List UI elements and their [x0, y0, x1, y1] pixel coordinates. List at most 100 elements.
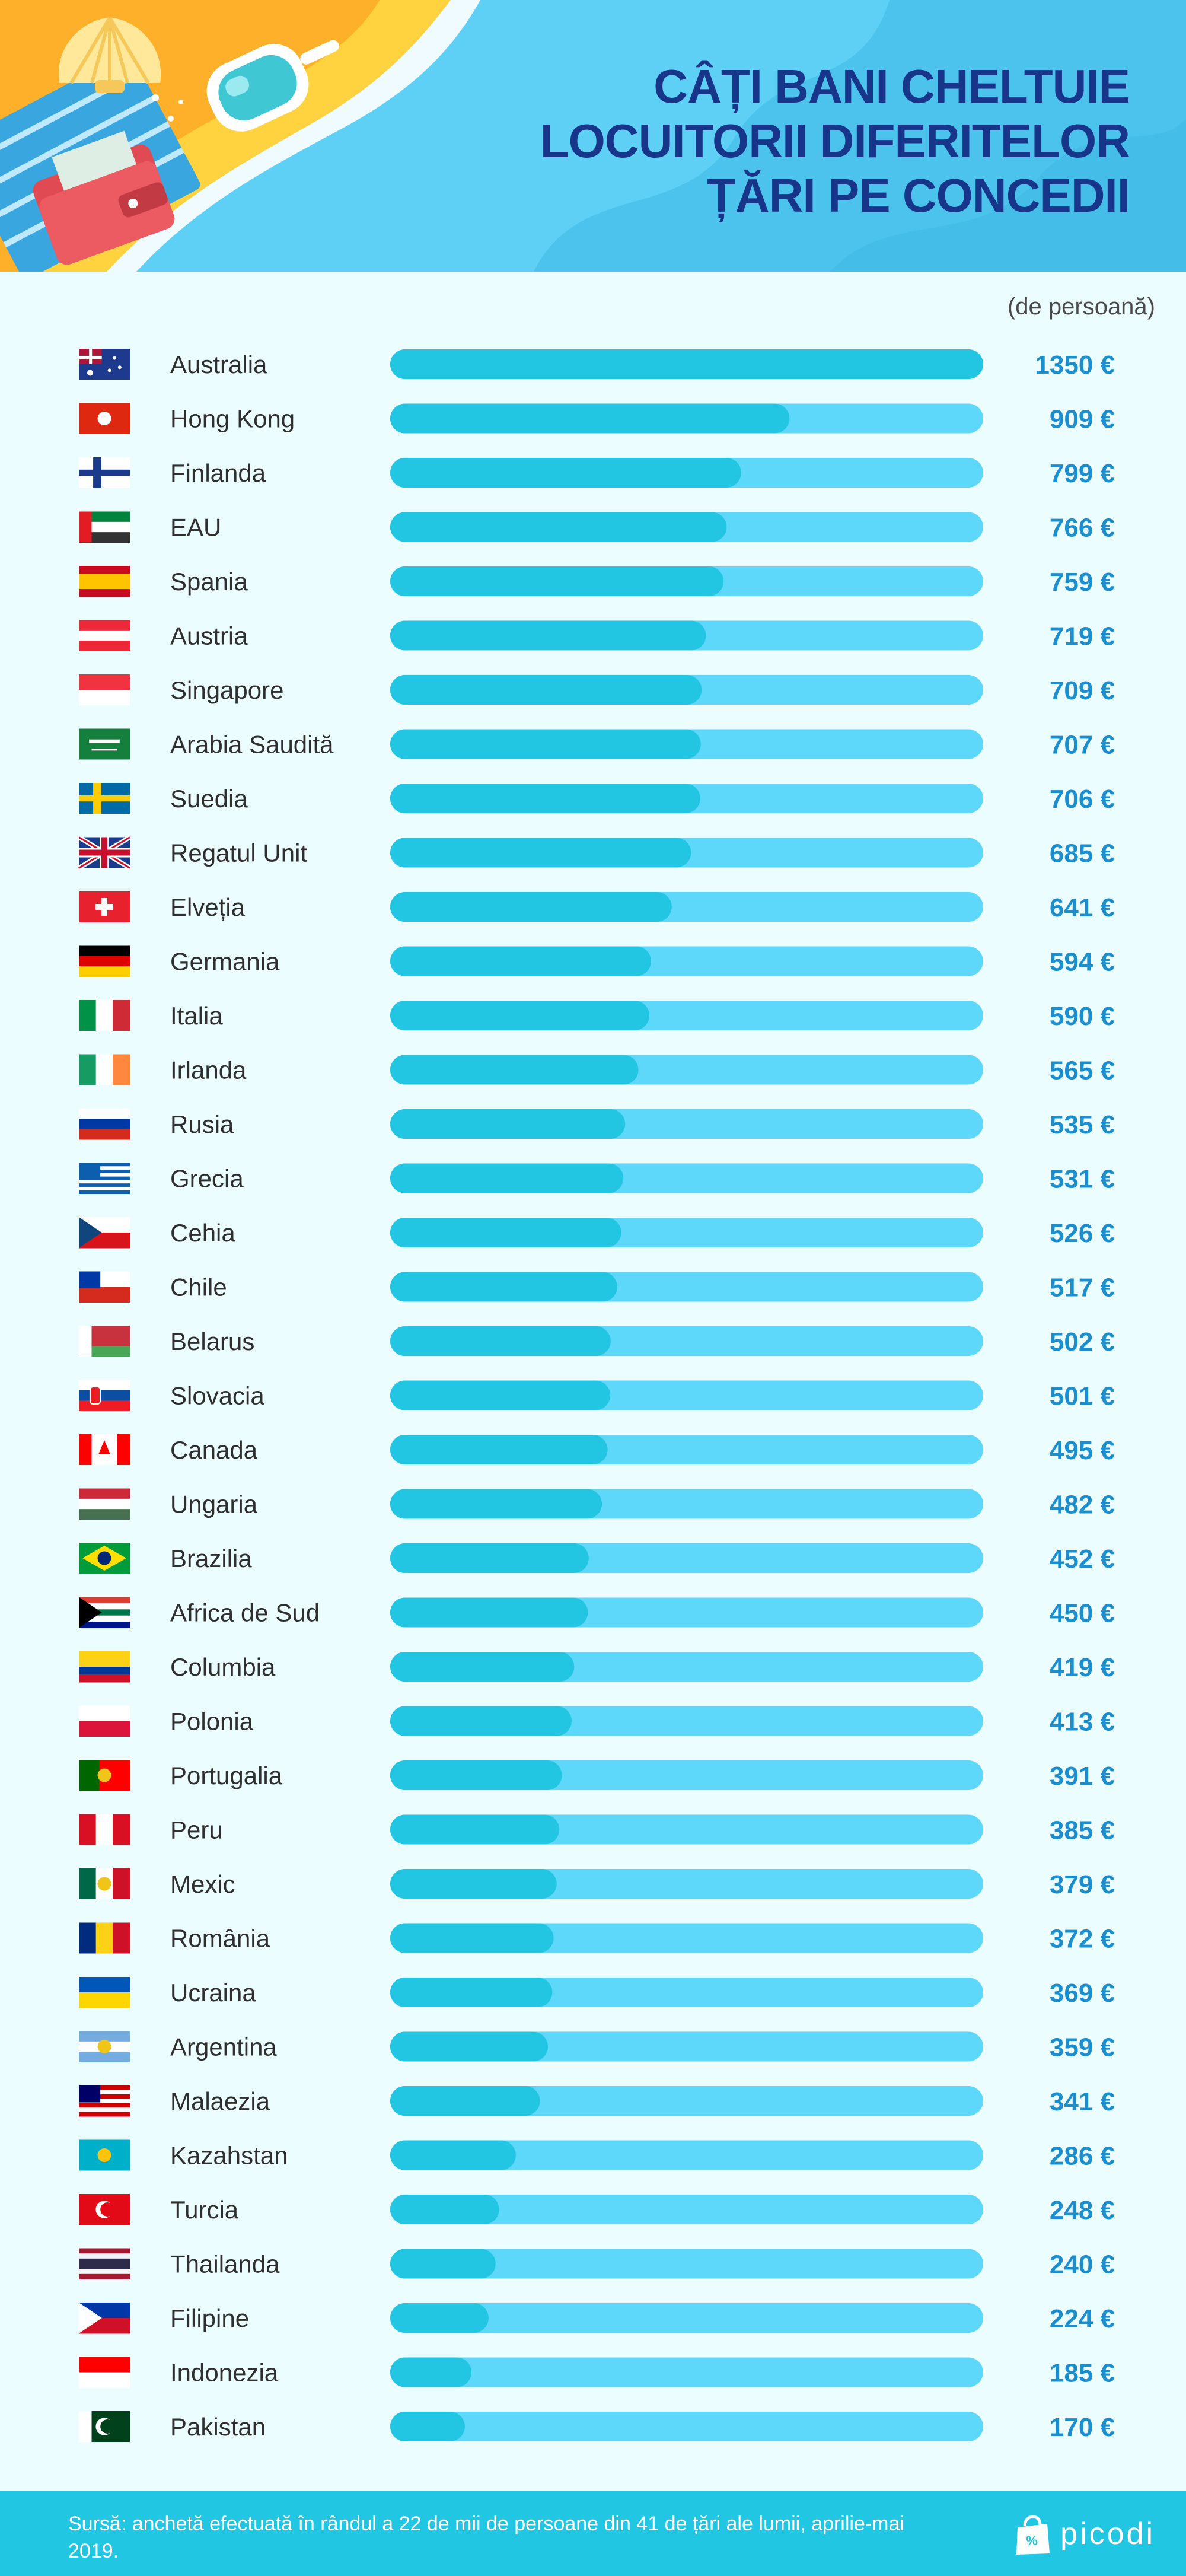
bar — [390, 1597, 588, 1628]
value-label: 565 € — [1050, 1056, 1115, 1085]
value-label: 170 € — [1050, 2413, 1115, 2442]
title-line: CÂȚI BANI CHELTUIE — [653, 60, 1130, 113]
value-label: 535 € — [1050, 1110, 1115, 1139]
saudi-arabia-flag-icon — [79, 728, 130, 760]
romania-flag-icon — [79, 1922, 130, 1954]
chart-row: Irlanda 565 € — [79, 1054, 1115, 1085]
country-label: România — [170, 1925, 270, 1953]
chart-row: Polonia 413 € — [79, 1705, 1115, 1737]
slovakia-flag-icon — [79, 1380, 130, 1411]
bar — [390, 1869, 557, 1899]
unit-label: (de persoană) — [1007, 294, 1155, 320]
bar — [390, 1814, 560, 1845]
country-label: Pakistan — [170, 2413, 266, 2441]
bar — [390, 620, 706, 651]
australia-flag-icon — [79, 349, 130, 380]
country-label: Peru — [170, 1816, 223, 1844]
wallet-icon — [33, 130, 175, 265]
country-label: Singapore — [170, 676, 283, 704]
country-label: Slovacia — [170, 1382, 264, 1410]
value-label: 286 € — [1050, 2142, 1115, 2171]
value-label: 766 € — [1050, 514, 1115, 543]
country-label: Australia — [170, 351, 267, 378]
value-label: 369 € — [1050, 1979, 1115, 2008]
value-label: 799 € — [1050, 459, 1115, 488]
value-label: 590 € — [1050, 1002, 1115, 1031]
chart-row: Ucraina 369 € — [79, 1977, 1115, 2008]
chart-row: Malaezia 341 € — [79, 2085, 1115, 2117]
bar — [390, 946, 651, 976]
hong-kong-flag-icon — [79, 403, 130, 434]
italy-flag-icon — [79, 1000, 130, 1031]
bar — [390, 1380, 611, 1410]
chart-row: Filipine 224 € — [79, 2303, 1115, 2334]
bar — [390, 2195, 499, 2224]
chart-row: Grecia 531 € — [79, 1163, 1115, 1194]
brand-logo: % picodi — [1014, 2509, 1155, 2559]
bar — [390, 1001, 650, 1030]
value-label: 224 € — [1050, 2304, 1115, 2333]
value-label: 385 € — [1050, 1816, 1115, 1845]
country-label: EAU — [170, 514, 221, 542]
chart-row: Africa de Sud 450 € — [79, 1597, 1115, 1628]
pakistan-flag-icon — [79, 2411, 130, 2442]
country-label: Ucraina — [170, 1979, 256, 2007]
seashell-icon — [58, 17, 161, 93]
bar — [390, 2031, 548, 2062]
value-label: 526 € — [1050, 1219, 1115, 1248]
country-label: Elveția — [170, 893, 246, 921]
bar — [390, 1218, 621, 1247]
chart-row: Thailanda 240 € — [79, 2248, 1115, 2279]
hungary-flag-icon — [79, 1488, 130, 1520]
bar — [390, 1652, 575, 1682]
beach-illustration — [0, 0, 1186, 272]
country-label: Turcia — [170, 2196, 239, 2224]
brand-name: picodi — [1060, 2517, 1155, 2551]
chart-row: Belarus 502 € — [79, 1326, 1115, 1357]
country-label: Regatul Unit — [170, 839, 307, 867]
bar — [390, 729, 701, 759]
chart-row: Hong Kong 909 € — [79, 403, 1115, 434]
value-label: 719 € — [1050, 622, 1115, 651]
country-label: Columbia — [170, 1653, 276, 1681]
country-label: Hong Kong — [170, 405, 295, 433]
argentina-flag-icon — [79, 2031, 130, 2062]
united-kingdom-flag-icon — [77, 835, 132, 870]
austria-flag-icon — [79, 620, 130, 651]
country-label: Chile — [170, 1273, 227, 1301]
bar — [390, 1923, 554, 1953]
switzerland-flag-icon — [79, 891, 130, 922]
indonesia-flag-icon — [79, 2357, 130, 2388]
country-label: Ungaria — [170, 1491, 258, 1518]
sweden-flag-icon — [79, 783, 130, 814]
source-note: Sursă: anchetă efectuată în rândul a 22 … — [68, 2513, 904, 2562]
value-label: 909 € — [1050, 405, 1115, 434]
value-label: 372 € — [1050, 1925, 1115, 1954]
bar-track — [390, 2412, 983, 2441]
value-label: 502 € — [1050, 1327, 1115, 1357]
portugal-flag-icon — [79, 1760, 130, 1791]
bar — [390, 1489, 602, 1519]
value-label: 482 € — [1050, 1491, 1115, 1520]
chart-row: Canada 495 € — [79, 1434, 1115, 1465]
uae-flag-icon — [79, 511, 130, 543]
bar — [390, 1435, 608, 1464]
country-label: Germania — [170, 948, 280, 976]
bar — [390, 566, 724, 596]
title-line: ȚĂRI PE CONCEDII — [707, 169, 1130, 222]
bar — [390, 403, 790, 434]
turkey-flag-icon — [79, 2194, 130, 2225]
bar — [390, 1163, 624, 1193]
country-label: Filipine — [170, 2304, 249, 2332]
bar — [390, 1272, 617, 1302]
value-label: 709 € — [1050, 676, 1115, 705]
country-label: Italia — [170, 1002, 223, 1030]
chart-row: Kazahstan 286 € — [79, 2139, 1115, 2171]
value-label: 391 € — [1050, 1762, 1115, 1791]
country-label: Cehia — [170, 1219, 235, 1247]
chart-row: Australia 1350 € — [79, 349, 1115, 380]
chart-row: Argentina 359 € — [79, 2031, 1115, 2062]
chart-row: Slovacia 501 € — [79, 1380, 1115, 1411]
bar — [390, 2412, 465, 2441]
country-label: Polonia — [170, 1708, 254, 1736]
